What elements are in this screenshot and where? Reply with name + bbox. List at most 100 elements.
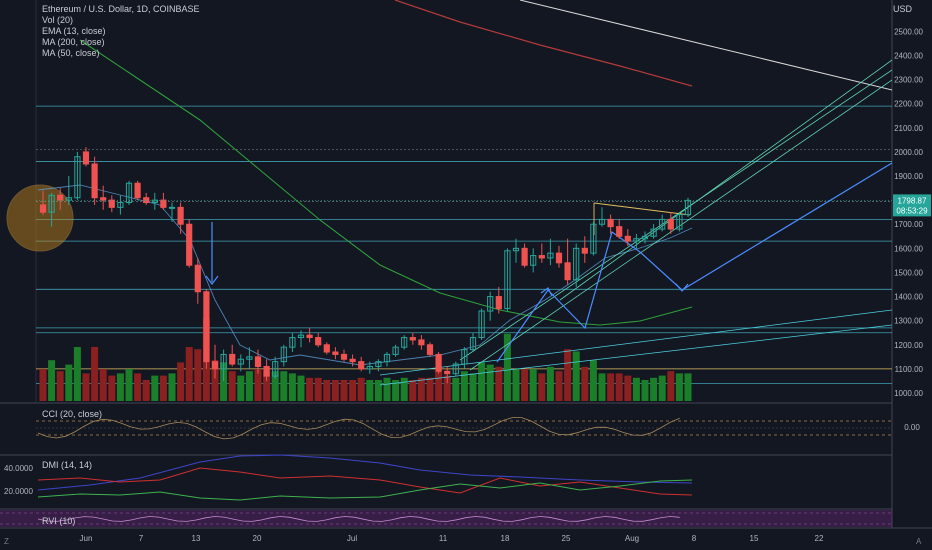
- volume-bar: [263, 371, 271, 401]
- arrow-head: [205, 275, 219, 285]
- candle-body: [633, 238, 640, 242]
- candle-body: [418, 339, 425, 346]
- candle-body: [168, 206, 176, 209]
- time-tick-label: 13: [192, 534, 201, 543]
- time-tick-label: 18: [501, 534, 510, 543]
- volume-bar: [357, 377, 365, 401]
- candle-body: [624, 235, 631, 242]
- candle-body: [676, 214, 683, 230]
- volume-bar: [56, 371, 64, 401]
- candle-body: [521, 247, 528, 266]
- price-tick-label: 1400.00: [894, 293, 923, 302]
- volume-bar: [194, 349, 202, 401]
- candle-body: [323, 344, 330, 353]
- dmi-minus-di-line: [37, 467, 693, 496]
- candle-body: [641, 235, 649, 240]
- volume-bar: [39, 369, 47, 401]
- rvi-line: [37, 516, 680, 522]
- volume-bar: [538, 373, 546, 401]
- candle-body: [495, 296, 502, 310]
- volume-bar: [650, 377, 658, 401]
- time-tick-label: 7: [139, 534, 144, 543]
- time-tick-label: Jul: [347, 534, 357, 543]
- candle-body: [512, 247, 520, 252]
- candle-body: [504, 250, 511, 310]
- volume-bar: [435, 371, 443, 401]
- candle-body: [684, 199, 692, 216]
- volume-bar: [99, 369, 107, 401]
- volume-bar: [495, 366, 503, 401]
- candle-body: [538, 255, 545, 259]
- bar-countdown: 08:53:29: [896, 206, 928, 215]
- last-price-tag: [893, 194, 931, 217]
- volume-bar: [245, 371, 253, 401]
- candle-body: [237, 358, 244, 365]
- channel-line: [559, 59, 893, 301]
- cci-pane-title[interactable]: CCI (20, close): [42, 409, 103, 419]
- price-tick-label: 1100.00: [895, 365, 924, 374]
- volume-bar: [460, 371, 468, 401]
- candle-body: [555, 252, 563, 264]
- price-tick-label: 1900.00: [894, 172, 923, 181]
- candle-body: [48, 194, 55, 213]
- volume-bar: [667, 371, 675, 401]
- volume-bar: [675, 373, 683, 401]
- candle-body: [65, 197, 72, 201]
- volume-bar: [392, 380, 400, 401]
- candle-body: [366, 365, 373, 370]
- volume-bar: [271, 371, 279, 401]
- volume-bar: [615, 373, 623, 401]
- ma50-indicator-label[interactable]: MA (50, close): [42, 48, 100, 58]
- volume-bar: [349, 380, 357, 401]
- volume-bar: [452, 377, 460, 401]
- time-tick-label: 11: [439, 534, 448, 543]
- candle-body: [306, 334, 313, 339]
- candle-body: [358, 361, 365, 370]
- candle-body: [134, 182, 141, 199]
- candle-body: [340, 353, 348, 360]
- time-tick-label: 20: [253, 534, 262, 543]
- candle-body: [160, 199, 167, 208]
- rvi-pane-title[interactable]: RVI (10): [42, 516, 76, 526]
- volume-bar: [331, 380, 339, 401]
- volume-bar: [82, 373, 90, 401]
- volume-bar: [116, 373, 124, 401]
- volume-bar: [607, 373, 615, 401]
- candle-body: [91, 163, 98, 199]
- candle-body: [211, 361, 219, 370]
- dmi-pane-title[interactable]: DMI (14, 14): [42, 460, 93, 470]
- volume-bar: [374, 380, 382, 401]
- volume-bar: [529, 369, 537, 401]
- candle-body: [461, 349, 468, 365]
- volume-bar: [125, 369, 133, 401]
- volume-bar: [400, 377, 408, 401]
- candle-body: [435, 353, 442, 372]
- price-tick-label: 1500.00: [894, 268, 923, 277]
- candle-body: [100, 197, 107, 201]
- ema-indicator-label[interactable]: EMA (13, close): [42, 26, 106, 36]
- ma200-indicator-label[interactable]: MA (200, close): [42, 37, 105, 47]
- rising-trendline: [379, 309, 893, 376]
- dmi-axis-label: 20.0000: [4, 487, 33, 496]
- candle-body: [598, 218, 606, 225]
- candle-body: [478, 310, 485, 339]
- volume-indicator-label[interactable]: Vol (20): [42, 15, 74, 25]
- zoom-icon[interactable]: Z: [4, 537, 9, 546]
- volume-bar: [237, 375, 245, 401]
- candle-body: [590, 223, 597, 254]
- candle-body: [401, 337, 408, 348]
- volume-bar: [589, 360, 597, 401]
- auto-scale-icon[interactable]: A: [916, 537, 922, 546]
- price-tick-label: 2200.00: [894, 100, 923, 109]
- candle-body: [487, 296, 494, 312]
- volume-bar: [211, 360, 219, 401]
- candle-body: [564, 262, 571, 281]
- candle-body: [469, 337, 477, 351]
- candle-body: [297, 334, 305, 339]
- volume-bar: [159, 375, 167, 401]
- candle-body: [315, 337, 322, 346]
- volume-bar: [503, 333, 511, 401]
- candle-body: [186, 223, 193, 266]
- volume-bar: [521, 369, 529, 401]
